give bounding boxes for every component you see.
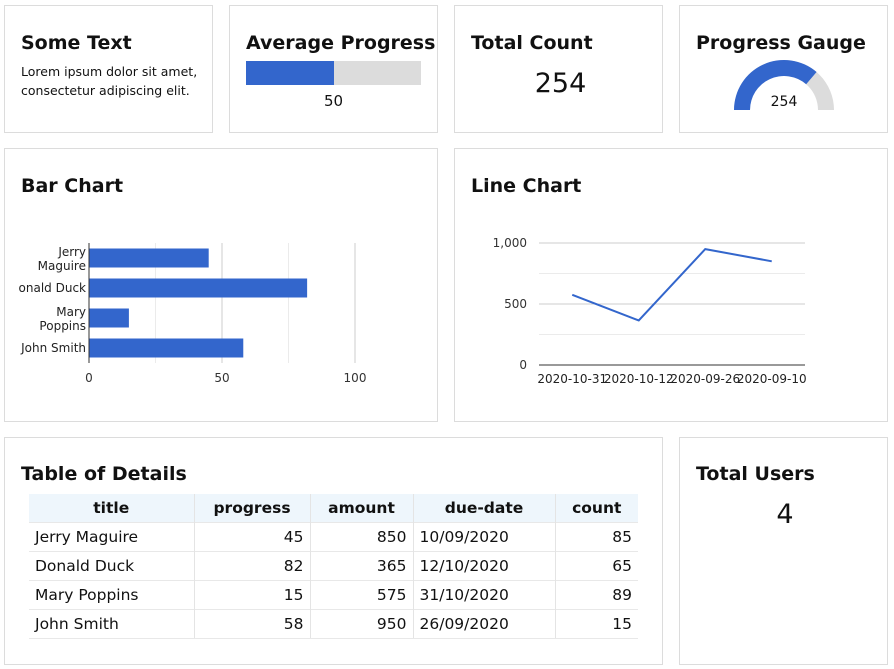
details-table-card: Table of Details title progress amount d… (4, 437, 663, 665)
col-header-progress[interactable]: progress (193, 494, 310, 522)
total-users-value: 4 (776, 499, 794, 530)
card-title: Total Users (696, 463, 815, 485)
average-progress-card: Average Progress 50 (229, 5, 438, 133)
table-row: Jerry Maguire 45 850 10/09/2020 85 (29, 521, 638, 551)
tick-label: 1,000 (493, 236, 527, 250)
card-title: Table of Details (21, 463, 187, 485)
card-title: Line Chart (471, 175, 582, 197)
col-header-title[interactable]: title (29, 494, 194, 522)
cell-progress: 58 (193, 608, 310, 639)
bar-chart: Jerry Maguire onald Duck Mary Poppins John Sm… (19, 243, 367, 385)
cell-count: 85 (554, 521, 638, 551)
table-header-row: title progress amount due-date count (29, 494, 638, 522)
tick-label: 100 (344, 371, 367, 385)
cell-count: 65 (554, 550, 638, 580)
progress-bar (246, 61, 421, 85)
cell-title: Donald Duck (29, 550, 194, 580)
card-title: Average Progress (246, 32, 436, 54)
tick-label: 500 (504, 297, 527, 311)
progress-gauge-card: Progress Gauge 254 (679, 5, 888, 133)
category-label: Jerry Maguire (38, 245, 86, 273)
cell-due-date: 12/10/2020 (412, 550, 555, 580)
table-row: Donald Duck 82 365 12/10/2020 65 (29, 550, 638, 580)
text-card: Some Text Lorem ipsum dolor sit amet, co… (4, 5, 213, 133)
category-label: onald Duck (19, 281, 87, 295)
details-table: title progress amount due-date count Jer… (29, 494, 638, 639)
cell-title: Mary Poppins (29, 579, 194, 609)
total-count-value: 254 (534, 68, 587, 99)
cell-amount: 365 (309, 550, 413, 580)
progress-bar-fill (246, 61, 334, 85)
bar (89, 338, 244, 358)
total-users-card: Total Users 4 (679, 437, 888, 665)
cell-amount: 575 (309, 579, 413, 609)
gauge-value: 254 (771, 94, 798, 110)
card-title: Bar Chart (21, 175, 124, 197)
tick-label: 50 (214, 371, 229, 385)
cell-title: Jerry Maguire (29, 521, 194, 551)
tick-label: 2020-10-31 (537, 372, 607, 386)
cell-progress: 82 (193, 550, 310, 580)
tick-label: 2020-10-12 (604, 372, 674, 386)
cell-due-date: 31/10/2020 (412, 579, 555, 609)
card-title: Some Text (21, 32, 132, 54)
col-header-due-date[interactable]: due-date (412, 494, 555, 522)
tick-label: 2020-09-10 (737, 372, 807, 386)
series-line (571, 248, 772, 322)
cell-due-date: 26/09/2020 (412, 608, 555, 639)
cell-count: 89 (554, 579, 638, 609)
cell-progress: 45 (193, 521, 310, 551)
cell-amount: 850 (309, 521, 413, 551)
line-chart-card: Line Chart 0 500 1,000 2020-10-31 2020-10-12… (454, 148, 888, 422)
total-count-card: Total Count 254 (454, 5, 663, 133)
bar-chart-card: Bar Chart Jerry Maguire onald Duck Mary Popp… (4, 148, 438, 422)
bar (89, 248, 209, 268)
card-title: Total Count (471, 32, 593, 54)
cell-progress: 15 (193, 579, 310, 609)
table-row: John Smith 58 950 26/09/2020 15 (29, 608, 638, 639)
gauge-fill (734, 59, 817, 110)
tick-label: 2020-09-26 (670, 372, 740, 386)
progress-value: 50 (323, 92, 344, 110)
cell-amount: 950 (309, 608, 413, 639)
bar (89, 308, 129, 328)
line-chart: 0 500 1,000 2020-10-312020-10-122020-09-262… (493, 236, 807, 386)
table-row: Mary Poppins 15 575 31/10/2020 89 (29, 579, 638, 609)
lorem-text: Lorem ipsum dolor sit amet, consectetur … (21, 64, 198, 98)
cell-title: John Smith (29, 608, 194, 639)
col-header-amount[interactable]: amount (309, 494, 413, 522)
bar (89, 278, 308, 298)
tick-label: 0 (85, 371, 93, 385)
cell-count: 15 (554, 608, 638, 639)
cell-due-date: 10/09/2020 (412, 521, 555, 551)
progress-gauge: 254 (734, 59, 834, 110)
category-label: Mary Poppins (39, 305, 86, 333)
category-label: John Smith (20, 341, 86, 355)
card-title: Progress Gauge (696, 32, 866, 54)
col-header-count[interactable]: count (554, 494, 638, 522)
tick-label: 0 (519, 358, 527, 372)
